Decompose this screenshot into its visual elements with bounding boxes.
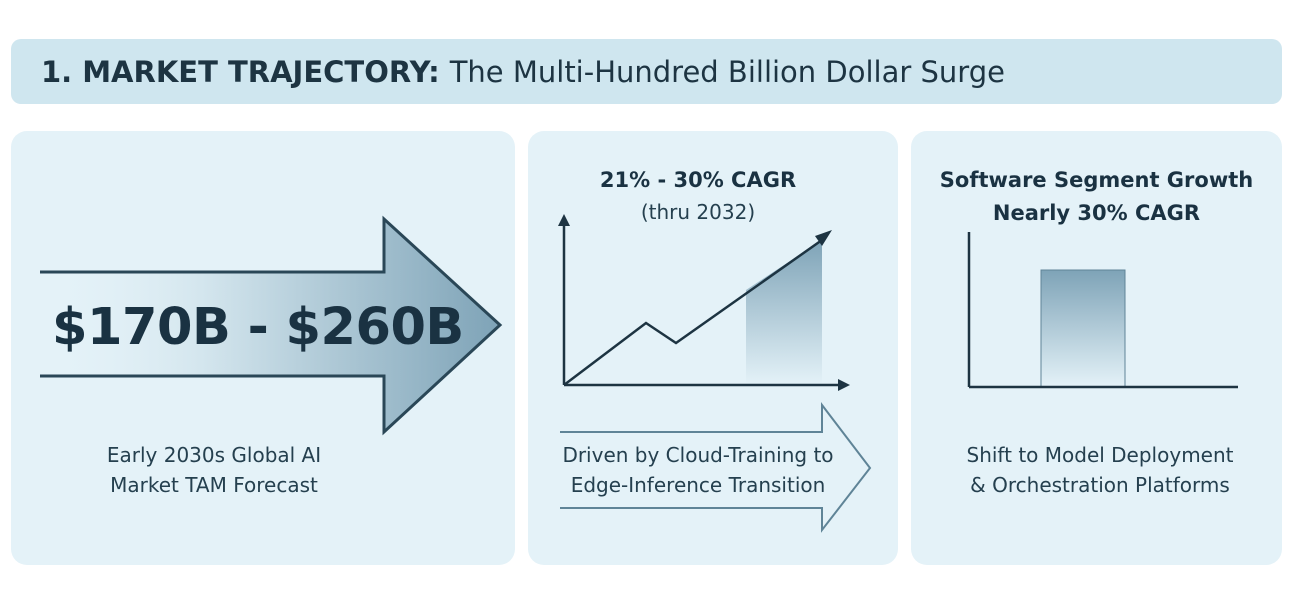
x-axis-arrowhead-icon [838,379,850,391]
software-caption-line2: & Orchestration Platforms [970,473,1230,497]
chart-shaded-area [746,240,822,385]
cagr-caption-line1: Driven by Cloud-Training to [562,443,834,467]
section-number: 1. [41,54,73,89]
section-title: The Multi-Hundred Billion Dollar Surge [449,54,1005,89]
cagr-subtitle: (thru 2032) [640,200,756,224]
growth-bar [1040,269,1126,388]
trend-line [563,238,823,386]
rising-line-chart-icon [558,214,850,391]
outline-right-arrow-icon [560,402,872,533]
software-title-line1: Software Segment Growth [939,168,1254,192]
section-title-bold: MARKET TRAJECTORY: [82,54,440,89]
cagr-panel [528,131,898,565]
cagr-caption-line2: Edge-Inference Transition [570,473,826,497]
cagr-caption: Driven by Cloud-Training to Edge-Inferen… [548,440,848,500]
tam-value: $170B - $260B [52,298,464,357]
section-header: 1. MARKET TRAJECTORY: The Multi-Hundred … [11,39,1282,104]
trend-arrowhead-icon [815,230,832,246]
tam-caption-line2: Market TAM Forecast [110,473,318,497]
software-caption: Shift to Model Deployment & Orchestratio… [950,440,1250,500]
big-right-arrow-icon [40,215,503,436]
single-bar-chart-icon [967,232,1238,389]
cagr-title: 21% - 30% CAGR [599,168,797,192]
y-axis-arrowhead-icon [558,214,570,226]
tam-caption: Early 2030s Global AI Market TAM Forecas… [64,440,364,500]
tam-caption-line1: Early 2030s Global AI [106,443,322,467]
software-caption-line1: Shift to Model Deployment [966,443,1234,467]
software-title-line2: Nearly 30% CAGR [992,201,1201,225]
